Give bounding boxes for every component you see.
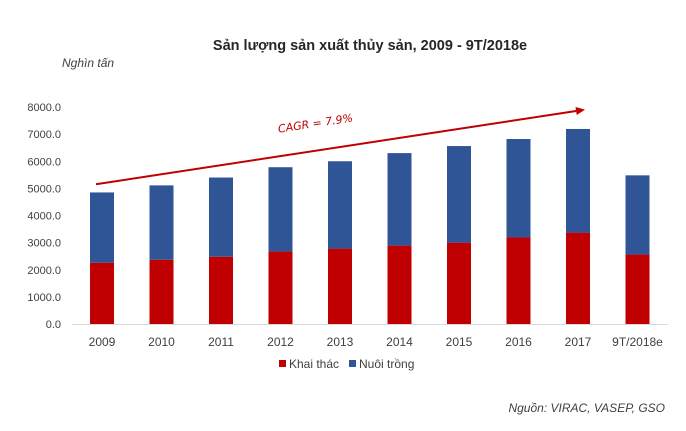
cagr-label: CAGR = 7.9% — [277, 111, 354, 135]
bar-khai-thac-9T-2018e — [625, 254, 650, 324]
bar-nuoi-trong-2010 — [149, 185, 174, 260]
bar-nuoi-trong-2017 — [566, 128, 590, 233]
bar-khai-thac-2012 — [268, 251, 293, 324]
source-note: Nguồn: VIRAC, VASEP, GSO — [508, 401, 665, 415]
y-tick-label: 7000.0 — [27, 129, 61, 141]
y-tick-label: 0.0 — [46, 319, 61, 331]
bar-nuoi-trong-2009 — [90, 192, 114, 263]
bar-khai-thac-2011 — [209, 256, 233, 324]
bar-khai-thac-2015 — [447, 242, 471, 324]
y-tick-label: 1000.0 — [27, 292, 61, 304]
bars — [90, 128, 650, 324]
bar-khai-thac-2010 — [149, 259, 174, 324]
x-tick-label: 2013 — [327, 335, 354, 349]
x-tick-label: 2016 — [505, 335, 532, 349]
x-axis-ticks: 2009 2010 2011 2012 2013 2014 2015 2016 2017 9T/2… — [89, 335, 664, 349]
bar-khai-thac-2017 — [566, 232, 590, 324]
bar-khai-thac-2016 — [506, 237, 531, 324]
y-tick-label: 6000.0 — [27, 156, 61, 168]
y-tick-label: 5000.0 — [27, 183, 61, 195]
bar-nuoi-trong-2014 — [387, 153, 412, 246]
bar-khai-thac-2014 — [387, 245, 412, 324]
bar-khai-thac-2013 — [328, 248, 352, 324]
legend-swatch-nuoi-trong — [349, 360, 356, 367]
chart-title: Sản lượng sản xuất thủy sản, 2009 - 9T/2… — [213, 38, 527, 54]
x-tick-label: 2009 — [89, 335, 116, 349]
x-tick-label: 2017 — [565, 335, 592, 349]
bar-nuoi-trong-2013 — [328, 161, 352, 249]
x-tick-label: 9T/2018e — [612, 335, 663, 349]
y-axis-unit-label: Nghìn tấn — [62, 56, 114, 70]
legend-label: Khai thác — [289, 357, 339, 371]
bar-nuoi-trong-2016 — [506, 139, 531, 238]
bar-nuoi-trong-2015 — [447, 146, 471, 243]
x-tick-label: 2015 — [446, 335, 473, 349]
y-tick-label: 4000.0 — [27, 211, 61, 223]
y-tick-label: 3000.0 — [27, 238, 61, 250]
x-tick-label: 2011 — [208, 335, 234, 349]
arrowhead-icon — [575, 107, 585, 115]
y-tick-label: 2000.0 — [27, 265, 61, 277]
bar-nuoi-trong-9T-2018e — [625, 175, 650, 255]
legend-label: Nuôi trồng — [359, 357, 414, 371]
bar-nuoi-trong-2011 — [209, 177, 233, 257]
trend-arrow-line — [95, 110, 577, 186]
y-tick-label: 8000.0 — [27, 102, 61, 114]
legend-swatch-khai-thac — [279, 360, 286, 367]
bar-nuoi-trong-2012 — [268, 167, 293, 252]
x-tick-label: 2014 — [386, 335, 413, 349]
legend: Khai thác Nuôi trồng — [279, 357, 414, 371]
y-axis-ticks: 0.0 1000.0 2000.0 3000.0 4000.0 5000.0 6000.0 7… — [27, 102, 61, 331]
bar-khai-thac-2009 — [90, 262, 114, 324]
x-tick-label: 2010 — [148, 335, 175, 349]
x-tick-label: 2012 — [267, 335, 294, 349]
